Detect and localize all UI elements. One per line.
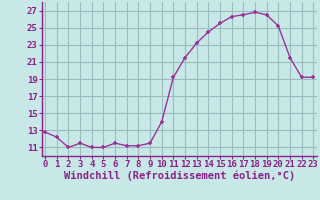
X-axis label: Windchill (Refroidissement éolien,°C): Windchill (Refroidissement éolien,°C): [64, 171, 295, 181]
